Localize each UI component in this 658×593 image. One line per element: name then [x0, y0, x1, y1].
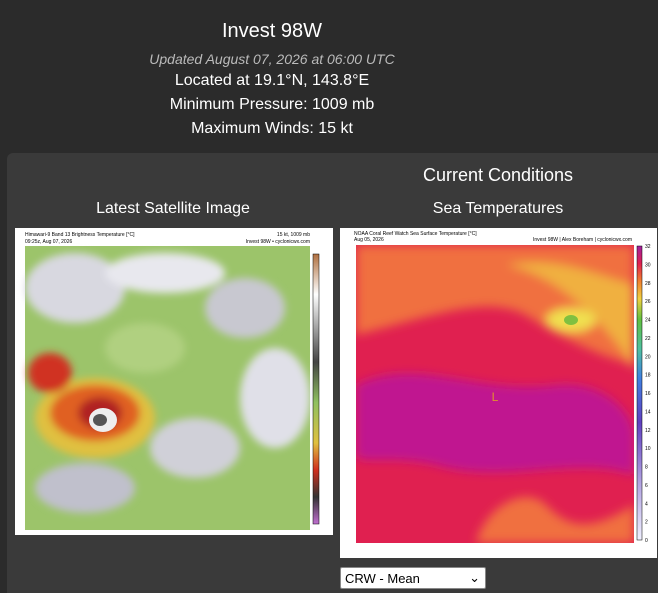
dropdown-arrow: ⌄	[469, 570, 480, 585]
image-title: Himawari-9 Band 13 Brightness Temperatur…	[25, 232, 135, 238]
image-date: Aug 05, 2026	[354, 237, 384, 243]
section-title: Current Conditions	[422, 165, 574, 185]
colorbar-tick-label: 22	[645, 336, 651, 342]
colorbar-tick-label: 16	[645, 391, 651, 397]
colorbar-tick-label: 24	[645, 318, 651, 324]
satellite-image: Himawari-9 Band 13 Brightness Temperatur…	[15, 228, 333, 535]
colorbar	[312, 253, 320, 525]
image-title: NOAA Coral Reef Watch Sea Surface Temper…	[354, 231, 477, 237]
sst-heading: Sea Temperatures	[432, 200, 564, 217]
colorbar-tick-label: 2	[645, 520, 648, 526]
colorbar-tick-label: 4	[645, 501, 648, 507]
sst-field	[356, 245, 634, 543]
colorbar-tick-label: 10	[645, 446, 651, 452]
image-time: 09:25z, Aug 07, 2026	[25, 239, 72, 245]
image-credit: Invest 98W • cyclonicwx.com	[246, 239, 310, 245]
updated-time: Updated August 07, 2026 at 06:00 UTC	[149, 51, 395, 67]
colorbar-tick-label: 30	[645, 262, 651, 268]
dropdown-value: CRW - Mean	[345, 571, 420, 586]
storm-pressure: Minimum Pressure: 1009 mb	[169, 96, 375, 113]
satellite-svg: Himawari-9 Band 13 Brightness Temperatur…	[25, 232, 320, 530]
colorbar-tick-label: 12	[645, 428, 651, 434]
colorbar-tick-label: 0	[645, 538, 648, 544]
colorbar-tick-label: 6	[645, 483, 648, 489]
colorbar-tick-label: 8	[645, 465, 648, 471]
sst-svg: NOAA Coral Reef Watch Sea Surface Temper…	[354, 231, 651, 544]
page: Invest 98W {"header": {"title": "Invest …	[7, 20, 658, 593]
sst-product-dropdown[interactable]: CRW - Mean ⌄	[340, 567, 486, 589]
sst-hotspot	[564, 315, 578, 325]
cold-core	[93, 414, 107, 426]
storm-title: Invest 98W	[221, 20, 323, 42]
storm-location: Located at 19.1°N, 143.8°E	[174, 72, 370, 89]
storm-winds: Maximum Winds: 15 kt	[191, 120, 353, 137]
colorbar-tick-label: 28	[645, 281, 651, 287]
image-credit: Invest 98W | Alex Boreham | cyclonicwx.c…	[533, 237, 632, 243]
image-info: 15 kt, 1009 mb	[277, 232, 310, 238]
colorbar-tick-label: 18	[645, 373, 651, 379]
colorbar-tick-label: 20	[645, 354, 651, 360]
sst-image: NOAA Coral Reef Watch Sea Surface Temper…	[340, 228, 657, 558]
center-marker: L	[492, 390, 499, 404]
colorbar-tick-label: 26	[645, 299, 651, 305]
satellite-heading: Latest Satellite Image	[96, 200, 250, 217]
body: Invest 98W Updated August 07, 2026 at 06…	[7, 20, 658, 593]
colorbar	[636, 245, 643, 541]
colorbar-tick-label: 14	[645, 409, 651, 415]
colorbar-tick-label: 32	[645, 244, 651, 250]
